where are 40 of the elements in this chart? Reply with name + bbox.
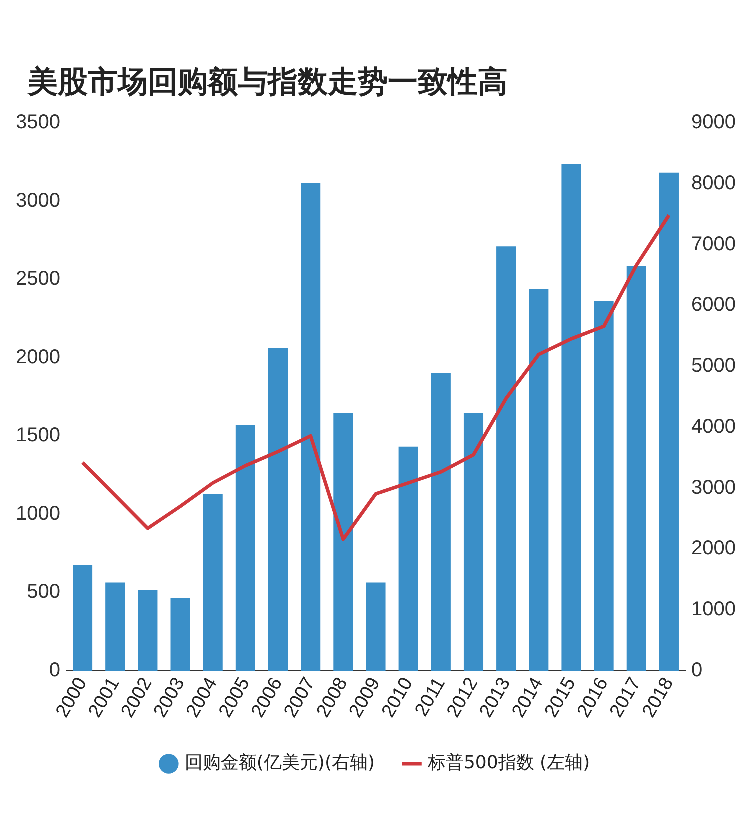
y-tick-label: 0 [49,660,60,682]
y-tick-label: 2500 [16,268,60,290]
y2-tick-label: 7000 [692,233,736,256]
legend-label: 回购金额(亿美元)(右轴) [184,752,375,774]
y2-tick-label: 9000 [692,112,736,134]
y-tick-label: 1500 [16,424,60,447]
y-tick-label: 1000 [16,502,60,525]
bar [268,348,288,671]
y-tick-label: 2000 [16,346,60,368]
bar [594,301,614,671]
bar [170,598,190,671]
y-tick-label: 500 [27,581,60,604]
y-tick-label: 3500 [16,112,60,134]
bar [464,413,484,671]
y2-tick-label: 0 [692,660,703,682]
y2-tick-label: 5000 [692,355,736,378]
bar [529,289,549,671]
bar [431,373,451,671]
y2-tick-label: 3000 [692,476,736,499]
bar [366,582,386,671]
bar [398,446,418,671]
y2-tick-label: 4000 [692,416,736,438]
y2-tick-label: 1000 [692,598,736,621]
bar [203,494,223,671]
bar [659,172,679,671]
bar [301,183,321,671]
bar [626,266,646,671]
bar [73,565,93,671]
legend-label: 标普500指数 (左轴) [426,752,590,774]
y-tick-label: 3000 [16,190,60,212]
y2-tick-label: 2000 [692,538,736,560]
bar [334,413,354,671]
y2-tick-label: 6000 [692,294,736,316]
bar [138,590,158,671]
chart-title: 美股市场回购额与指数走势一致性高 [28,64,509,102]
bar [236,425,256,671]
bar [106,582,126,671]
bar [496,246,516,671]
bar [562,164,582,671]
y2-tick-label: 8000 [692,172,736,194]
